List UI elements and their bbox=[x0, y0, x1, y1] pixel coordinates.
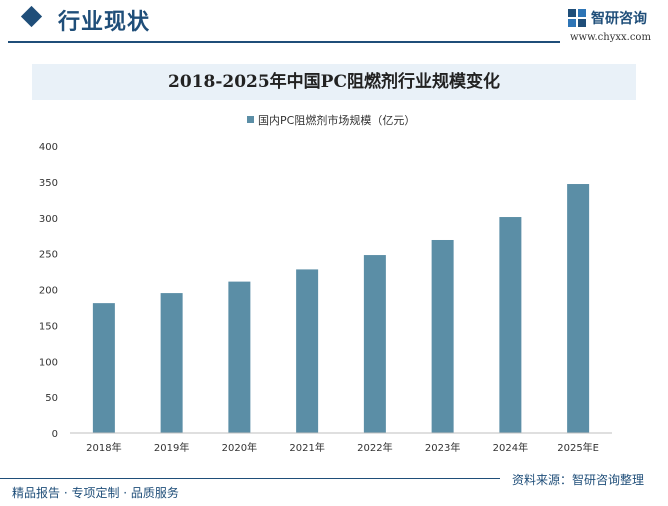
y-tick-label: 0 bbox=[52, 429, 58, 440]
bar bbox=[296, 269, 319, 433]
y-tick-label: 250 bbox=[39, 250, 58, 261]
legend-label: 国内PC阻燃剂市场规模（亿元） bbox=[258, 113, 415, 127]
y-tick-label: 50 bbox=[45, 393, 58, 404]
y-tick-label: 200 bbox=[39, 286, 58, 297]
bar bbox=[431, 239, 454, 433]
section-title: 行业现状 bbox=[58, 10, 151, 35]
footer-divider bbox=[0, 478, 500, 479]
x-tick-label: 2020年 bbox=[222, 441, 257, 454]
bar bbox=[363, 255, 386, 433]
y-tick-label: 150 bbox=[39, 321, 58, 332]
y-tick-label: 100 bbox=[39, 357, 58, 368]
bar bbox=[567, 184, 590, 433]
y-tick-label: 400 bbox=[39, 142, 58, 153]
x-tick-label: 2019年 bbox=[154, 441, 189, 454]
y-tick-label: 300 bbox=[39, 214, 58, 225]
bar bbox=[499, 217, 522, 433]
x-tick-label: 2022年 bbox=[357, 441, 392, 454]
x-tick-label: 2023年 bbox=[425, 441, 460, 454]
x-axis: 2018年 2019年 2020年 2021年 2022年 2023年 2024年 2025年… bbox=[70, 432, 612, 454]
brand-url: www.chyxx.com bbox=[570, 32, 651, 43]
y-axis: 0 50 100 150 200 250 300 350 400 bbox=[39, 142, 58, 440]
brand-name: 智研咨询 bbox=[591, 11, 647, 27]
chart-title: 2018-2025年中国PC阻燃剂行业规模变化 bbox=[168, 72, 500, 92]
bars bbox=[92, 184, 590, 433]
source-note: 资料来源：智研咨询整理 bbox=[512, 473, 645, 487]
bar bbox=[160, 293, 183, 433]
brand-logo-icon bbox=[568, 9, 586, 27]
y-tick-label: 350 bbox=[39, 178, 58, 189]
legend: 国内PC阻燃剂市场规模（亿元） bbox=[247, 113, 415, 127]
bar bbox=[92, 303, 115, 433]
bar bbox=[228, 281, 251, 433]
x-tick-label: 2021年 bbox=[289, 441, 324, 454]
header: 行业现状 智研咨询 www.chyxx.com bbox=[0, 0, 668, 44]
footer-tagline: 精品报告 · 专项定制 · 品质服务 bbox=[12, 486, 179, 500]
x-tick-label: 2025年E bbox=[557, 441, 599, 454]
chart-title-background bbox=[32, 64, 636, 100]
x-tick-label: 2018年 bbox=[86, 441, 121, 454]
header-divider bbox=[8, 41, 560, 43]
x-tick-label: 2024年 bbox=[493, 441, 528, 454]
legend-swatch bbox=[247, 116, 254, 123]
